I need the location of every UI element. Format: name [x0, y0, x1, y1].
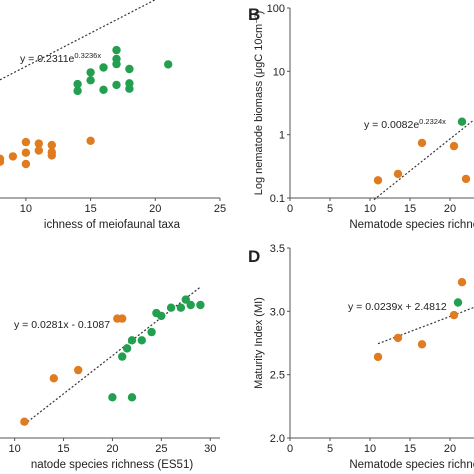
y-tick-label: 2.0	[270, 433, 285, 445]
data-point	[393, 333, 403, 343]
data-point	[122, 344, 132, 353]
x-tick-label: 20	[444, 443, 456, 455]
data-point	[0, 157, 5, 166]
data-point	[176, 303, 186, 312]
data-point	[127, 393, 137, 402]
y-tick-label: 3.0	[270, 306, 285, 318]
x-tick-label: 5	[327, 443, 333, 455]
data-point	[449, 141, 459, 151]
x-tick-label: 25	[214, 203, 226, 215]
data-point	[112, 80, 121, 90]
trendline-equation: y = 0.2311e0.3236x	[20, 51, 101, 65]
data-point	[34, 146, 43, 155]
panel-b: 0 5 10 15 20 0.1 1 10 100 Nematode species richne…	[248, 3, 474, 231]
data-point	[461, 174, 471, 184]
data-point	[8, 152, 18, 161]
trendline-equation: y = 0.0082e0.2324x	[364, 117, 446, 131]
data-point	[127, 336, 137, 345]
data-point	[74, 365, 83, 375]
trendline	[373, 119, 474, 201]
y-tick-label: 0.1	[270, 193, 285, 205]
data-point	[21, 159, 31, 169]
x-tick-label: 15	[404, 203, 416, 215]
trendline-equation: y = 0.0239x + 2.4812	[348, 301, 447, 313]
data-point	[457, 117, 467, 126]
x-tick-label: 5	[327, 203, 333, 215]
data-point	[34, 139, 43, 148]
data-point	[86, 76, 95, 85]
data-point	[118, 314, 127, 323]
x-tick-label: 25	[155, 443, 167, 455]
panel-label: B	[248, 5, 260, 24]
trendline-equation: y = 0.0281x - 0.1087	[14, 319, 110, 331]
data-point	[20, 417, 29, 426]
x-tick-label: 0	[287, 203, 293, 215]
panel-c: 10 15 20 25 30 natode species richness (ES51)…	[0, 286, 220, 471]
data-point	[417, 340, 427, 349]
x-tick-label: 10	[9, 443, 21, 455]
x-axis-label: Nematode species richness	[349, 459, 474, 471]
data-point	[449, 310, 459, 320]
data-point	[147, 327, 156, 337]
x-tick-label: 0	[287, 443, 293, 455]
x-tick-label: 10	[364, 443, 376, 455]
panel-label: D	[248, 247, 260, 266]
data-point	[99, 85, 108, 95]
data-point	[186, 300, 195, 310]
data-point	[166, 303, 176, 312]
data-point	[99, 63, 108, 72]
x-tick-label: 15	[404, 443, 416, 455]
data-point	[47, 151, 56, 160]
data-point	[49, 374, 58, 383]
x-tick-label: 20	[444, 203, 456, 215]
data-point	[47, 140, 56, 150]
data-point	[457, 278, 467, 287]
equation-exponent: 0.3236x	[74, 51, 101, 60]
data-point	[73, 86, 82, 96]
y-tick-label: 100	[267, 3, 285, 15]
y-tick-label: 2.5	[270, 370, 285, 382]
panel-d: 0 5 10 15 20 2.0 2.5 3.0 3.5 Nematode species ric…	[248, 243, 474, 471]
x-tick-label: 20	[106, 443, 118, 455]
data-point	[73, 79, 82, 89]
data-point	[373, 352, 383, 362]
y-axis-label: Maturity Index (MI)	[253, 297, 265, 389]
data-point	[137, 336, 146, 345]
data-point	[86, 68, 95, 77]
data-point	[157, 311, 166, 321]
x-tick-label: 10	[20, 203, 32, 215]
y-tick-label: 1	[279, 130, 285, 142]
data-point	[125, 84, 134, 93]
data-point	[112, 59, 121, 69]
equation-exponent: 0.2324x	[419, 117, 446, 126]
y-tick-label: 10	[273, 66, 285, 78]
data-point	[164, 60, 173, 69]
data-point	[118, 352, 127, 361]
x-tick-label: 15	[84, 203, 96, 215]
data-point	[86, 136, 95, 145]
x-tick-label: 10	[364, 203, 376, 215]
data-point	[21, 137, 31, 147]
x-axis-label: ichness of meiofaunal taxa	[44, 219, 181, 231]
data-point	[417, 138, 427, 148]
y-axis-label: Log nematode biomass (μgC 10cm⁻²)	[253, 11, 265, 196]
data-point	[21, 148, 31, 157]
data-point	[125, 64, 134, 74]
data-point	[181, 295, 190, 304]
data-point	[112, 45, 121, 55]
x-tick-label: 15	[57, 443, 69, 455]
x-tick-label: 20	[149, 203, 161, 215]
x-axis-label: natode species richness (ES51)	[31, 459, 194, 471]
x-tick-label: 30	[204, 443, 216, 455]
data-point	[108, 393, 117, 402]
data-point	[453, 298, 463, 307]
data-point	[393, 169, 403, 179]
panel-a: 10 15 20 25 ichness of meiofaunal taxa y = 0.…	[0, 0, 226, 231]
x-axis-label: Nematode species richness	[349, 219, 474, 231]
data-point	[373, 176, 383, 185]
trendline	[0, 0, 156, 81]
data-point	[196, 300, 205, 310]
y-tick-label: 3.5	[270, 243, 285, 255]
